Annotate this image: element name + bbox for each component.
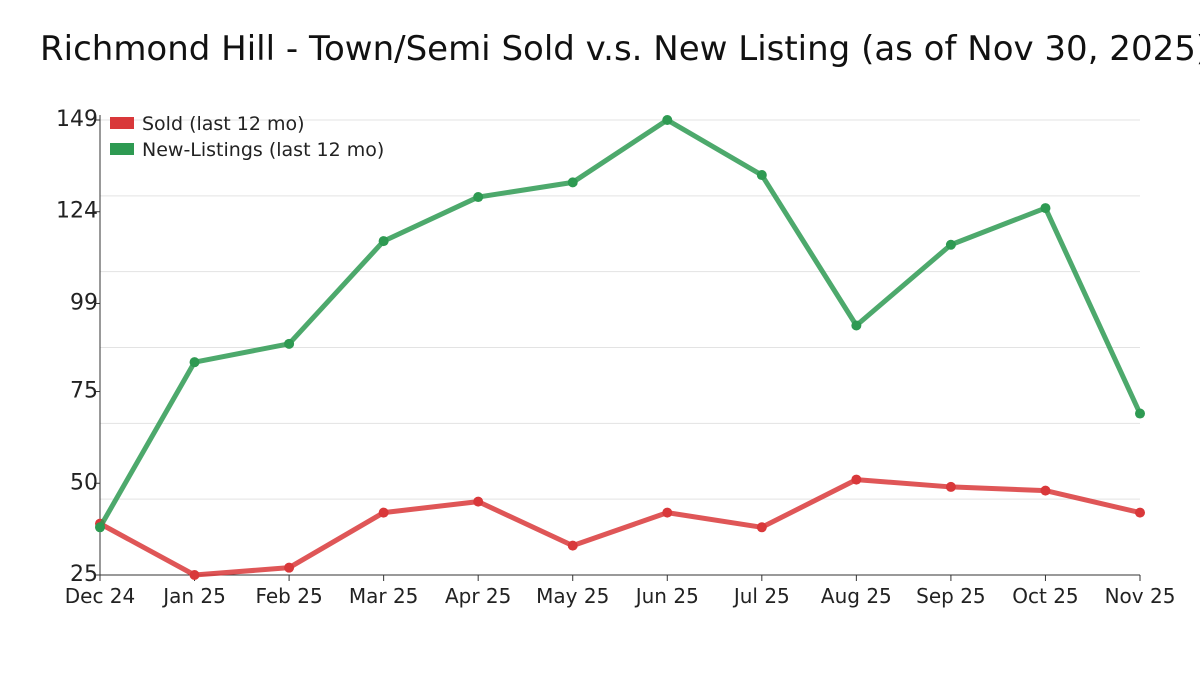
y-tick-label: 75 <box>70 379 98 404</box>
data-point <box>189 357 200 368</box>
x-tick-label: Feb 25 <box>255 584 322 608</box>
data-point <box>95 522 105 533</box>
gridlines <box>100 119 1140 500</box>
x-tick-label: Jul 25 <box>732 584 790 608</box>
data-point <box>756 170 767 181</box>
x-tick-label: Dec 24 <box>65 584 136 608</box>
data-point <box>1040 203 1051 214</box>
x-axis-ticks: Dec 24 Jan 25 Feb 25 Mar 25 Apr 25 May 25 Jun … <box>65 575 1176 608</box>
chart-title: Richmond Hill - Town/Semi Sold v.s. New … <box>40 29 1200 69</box>
data-point <box>378 507 389 518</box>
x-tick-label: Nov 25 <box>1105 584 1176 608</box>
y-tick-label: 25 <box>70 562 98 587</box>
data-point <box>756 522 767 533</box>
data-point <box>851 474 862 485</box>
legend: Sold (last 12 mo) New-Listings (last 12 m… <box>110 113 384 161</box>
y-tick-label: 99 <box>70 290 98 315</box>
data-point <box>945 239 956 250</box>
data-point <box>945 481 956 492</box>
x-tick-label: Jun 25 <box>634 584 699 608</box>
axes <box>99 115 1140 576</box>
y-axis-ticks: 25 50 75 99 124 149 <box>56 107 100 587</box>
series-line-1 <box>97 117 1143 529</box>
data-point <box>567 540 578 551</box>
data-point <box>1135 507 1145 518</box>
data-point <box>1135 408 1145 419</box>
data-point <box>662 115 673 125</box>
data-point <box>473 496 484 507</box>
x-tick-label: Oct 25 <box>1012 584 1078 608</box>
data-point <box>284 338 295 349</box>
x-tick-label: May 25 <box>536 584 609 608</box>
data-point <box>662 507 673 518</box>
x-tick-label: Mar 25 <box>349 584 419 608</box>
legend-label: New-Listings (last 12 mo) <box>142 139 384 161</box>
x-tick-label: Aug 25 <box>821 584 892 608</box>
legend-label: Sold (last 12 mo) <box>142 113 305 135</box>
x-tick-label: Apr 25 <box>445 584 511 608</box>
data-point <box>1040 485 1051 496</box>
data-point <box>284 562 295 573</box>
data-point <box>473 192 484 203</box>
legend-swatch <box>110 117 134 129</box>
data-point <box>189 570 200 580</box>
y-tick-label: 124 <box>56 199 98 224</box>
data-point <box>851 320 862 331</box>
legend-swatch <box>110 143 134 155</box>
y-tick-label: 50 <box>70 470 98 495</box>
data-point <box>567 177 578 188</box>
x-tick-label: Sep 25 <box>916 584 986 608</box>
x-tick-label: Jan 25 <box>161 584 226 608</box>
series-lines <box>95 115 1145 580</box>
y-tick-label: 149 <box>56 107 98 132</box>
series-line-0 <box>98 477 1141 578</box>
data-point <box>378 236 389 247</box>
